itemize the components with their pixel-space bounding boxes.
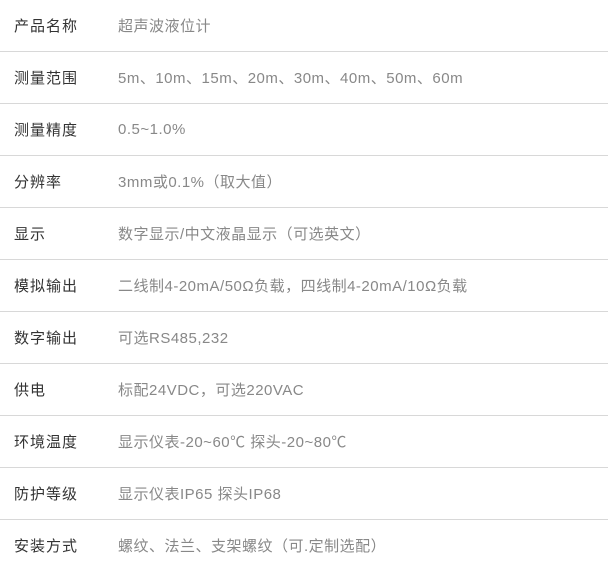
spec-value: 超声波液位计 [110,0,608,52]
table-row: 模拟输出 二线制4-20mA/50Ω负载，四线制4-20mA/10Ω负载 [0,260,608,312]
table-row: 供电 标配24VDC，可选220VAC [0,364,608,416]
spec-value: 数字显示/中文液晶显示（可选英文） [110,208,608,260]
table-row: 显示 数字显示/中文液晶显示（可选英文） [0,208,608,260]
spec-value: 螺纹、法兰、支架螺纹（可.定制选配） [110,520,608,571]
spec-label: 防护等级 [0,468,110,520]
table-row: 安装方式 螺纹、法兰、支架螺纹（可.定制选配） [0,520,608,571]
table-row: 测量范围 5m、10m、15m、20m、30m、40m、50m、60m [0,52,608,104]
table-row: 产品名称 超声波液位计 [0,0,608,52]
table-row: 防护等级 显示仪表IP65 探头IP68 [0,468,608,520]
spec-label: 供电 [0,364,110,416]
spec-table-body: 产品名称 超声波液位计 测量范围 5m、10m、15m、20m、30m、40m、… [0,0,608,571]
spec-value: 显示仪表IP65 探头IP68 [110,468,608,520]
spec-value: 可选RS485,232 [110,312,608,364]
spec-value: 0.5~1.0% [110,104,608,156]
table-row: 测量精度 0.5~1.0% [0,104,608,156]
spec-label: 测量范围 [0,52,110,104]
spec-label: 分辨率 [0,156,110,208]
spec-label: 数字输出 [0,312,110,364]
spec-label: 环境温度 [0,416,110,468]
spec-label: 测量精度 [0,104,110,156]
spec-label: 模拟输出 [0,260,110,312]
spec-value: 显示仪表-20~60℃ 探头-20~80℃ [110,416,608,468]
spec-label: 安装方式 [0,520,110,571]
spec-table: 产品名称 超声波液位计 测量范围 5m、10m、15m、20m、30m、40m、… [0,0,608,571]
table-row: 分辨率 3mm或0.1%（取大值） [0,156,608,208]
spec-label: 显示 [0,208,110,260]
spec-value: 3mm或0.1%（取大值） [110,156,608,208]
spec-value: 二线制4-20mA/50Ω负载，四线制4-20mA/10Ω负载 [110,260,608,312]
table-row: 环境温度 显示仪表-20~60℃ 探头-20~80℃ [0,416,608,468]
table-row: 数字输出 可选RS485,232 [0,312,608,364]
spec-value: 标配24VDC，可选220VAC [110,364,608,416]
spec-value: 5m、10m、15m、20m、30m、40m、50m、60m [110,52,608,104]
spec-label: 产品名称 [0,0,110,52]
